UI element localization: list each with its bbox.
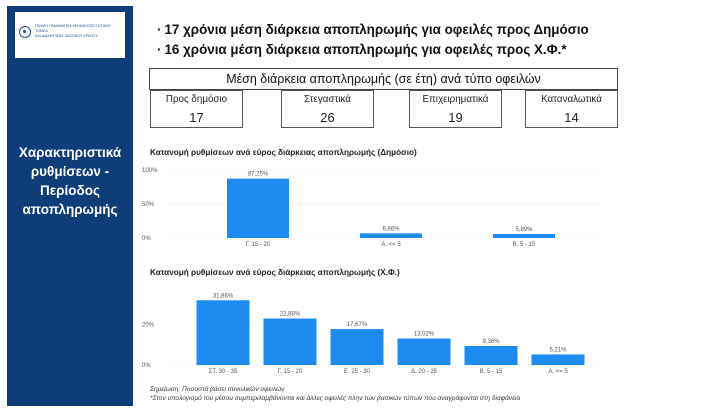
bar	[263, 318, 317, 365]
footnote-average: *Στον υπολογισμό του μέσου συμπεριλαμβάν…	[150, 395, 521, 402]
bar	[493, 233, 555, 238]
y-tick-label: 100%	[142, 168, 158, 174]
logo-line-2: ΚΑΙ ΔΙΑΧΕΙΡΙΣΗΣ ΙΔΙΩΤΙΚΟΥ ΧΡΕΟΥΣ	[35, 34, 98, 38]
section-title-line-4: αποπληρωμής	[22, 202, 118, 217]
duration-card-label: Καταναλωτικά	[541, 94, 602, 105]
seal-icon	[19, 26, 31, 38]
section-title-line-1: Χαρακτηριστικά	[18, 145, 122, 160]
value-label: 87,25%	[248, 172, 269, 178]
y-tick-label: 0%	[142, 363, 151, 369]
logo-line-1: ΓΕΝΙΚΗ ΓΡΑΜΜΑΤΕΙΑ ΧΡΗΜΑΤΟΠΙΣΤΩΤΙΚΟΥ ΤΟΜΕ…	[35, 24, 111, 33]
headline-public: · 17 χρόνια μέση διάρκεια αποπληρωμής για…	[157, 22, 589, 37]
value-label: 5,21%	[549, 347, 567, 353]
bullet-icon: ·	[157, 42, 162, 57]
footnotes: Σημείωση: Ποσοστά βάσει συνολικών οφειλώ…	[150, 385, 520, 403]
bar	[330, 329, 384, 365]
y-tick-label: 20%	[142, 322, 155, 328]
duration-card-value: 19	[448, 110, 463, 125]
section-title: Χαρακτηριστικά ρυθμίσεων - Περίοδος αποπ…	[11, 143, 129, 219]
value-label: 17,67%	[347, 322, 368, 328]
bar	[464, 345, 518, 365]
duration-card-label: Στεγαστικά	[304, 94, 351, 105]
x-tick-label: Δ. 20 - 25	[411, 369, 438, 375]
footnote-basis: Σημείωση: Ποσοστά βάσει συνολικών οφειλώ…	[150, 386, 285, 393]
duration-card-public: Προς δημόσιο 17	[150, 90, 243, 128]
bar	[360, 233, 422, 238]
x-tick-label: Β. 5 - 15	[513, 242, 536, 248]
bar	[196, 300, 250, 365]
x-tick-label: Γ. 15 - 20	[278, 369, 303, 375]
headline-private-text: 16 χρόνια μέση διάρκεια αποπληρωμής για …	[164, 42, 567, 57]
value-label: 6,86%	[382, 226, 400, 232]
ministry-logo: ΓΕΝΙΚΗ ΓΡΑΜΜΑΤΕΙΑ ΧΡΗΜΑΤΟΠΙΣΤΩΤΙΚΟΥ ΤΟΜΕ…	[15, 12, 125, 58]
chart-private: 20% 0% 31,86% ΣΤ. 30 - 35 22,88% Γ. 15 - 20 17…	[142, 293, 600, 375]
duration-table-title: Μέση διάρκεια αποπληρωμής (σε έτη) ανά τ…	[149, 68, 618, 90]
x-tick-label: ΣΤ. 30 - 35	[209, 369, 238, 375]
value-label: 5,89%	[515, 227, 533, 233]
bar	[227, 178, 289, 238]
duration-card-consumer: Καταναλωτικά 14	[525, 90, 618, 128]
headline-private: · 16 χρόνια μέση διάρκεια αποπληρωμής για…	[157, 42, 567, 57]
chart-public-title: Κατανομή ρυθμίσεων ανά εύρος διάρκειας α…	[150, 148, 417, 157]
chart-public: 100% 50% 0% 87,25% Γ. 15 - 20 6,86% Α. <= 5 5,8…	[142, 168, 600, 248]
x-tick-label: Γ. 15 - 20	[246, 242, 271, 248]
value-label: 31,86%	[213, 293, 234, 299]
x-tick-label: Α. <= 5	[548, 369, 568, 375]
bullet-icon: ·	[157, 22, 162, 37]
headline-public-text: 17 χρόνια μέση διάρκεια αποπληρωμής για …	[164, 22, 589, 37]
x-tick-label: Ε. 25 - 30	[344, 369, 371, 375]
duration-card-label: Προς δημόσιο	[165, 94, 228, 105]
section-title-line-2: ρυθμίσεων -	[30, 164, 110, 179]
duration-card-value: 14	[564, 110, 579, 125]
value-label: 22,88%	[280, 312, 301, 318]
bar	[531, 354, 585, 365]
duration-card-value: 17	[189, 110, 204, 125]
duration-card-housing: Στεγαστικά 26	[281, 90, 374, 128]
sidebar: ΓΕΝΙΚΗ ΓΡΑΜΜΑΤΕΙΑ ΧΡΗΜΑΤΟΠΙΣΤΩΤΙΚΟΥ ΤΟΜΕ…	[7, 6, 133, 406]
chart-private-title: Κατανομή ρυθμίσεων ανά εύρος διάρκειας α…	[150, 268, 400, 277]
bar	[397, 338, 451, 365]
value-label: 9,36%	[482, 339, 500, 345]
duration-card-label: Επιχειρηματικά	[422, 94, 489, 105]
y-tick-label: 50%	[142, 202, 155, 208]
x-tick-label: Β. 5 - 15	[480, 369, 503, 375]
duration-card-value: 26	[320, 110, 335, 125]
duration-card-business: Επιχειρηματικά 19	[409, 90, 502, 128]
y-tick-label: 0%	[142, 236, 151, 242]
value-label: 13,02%	[414, 332, 435, 338]
logo-text: ΓΕΝΙΚΗ ΓΡΑΜΜΑΤΕΙΑ ΧΡΗΜΑΤΟΠΙΣΤΩΤΙΚΟΥ ΤΟΜΕ…	[35, 24, 123, 39]
section-title-line-3: Περίοδος	[40, 183, 100, 198]
x-tick-label: Α. <= 5	[381, 242, 401, 248]
